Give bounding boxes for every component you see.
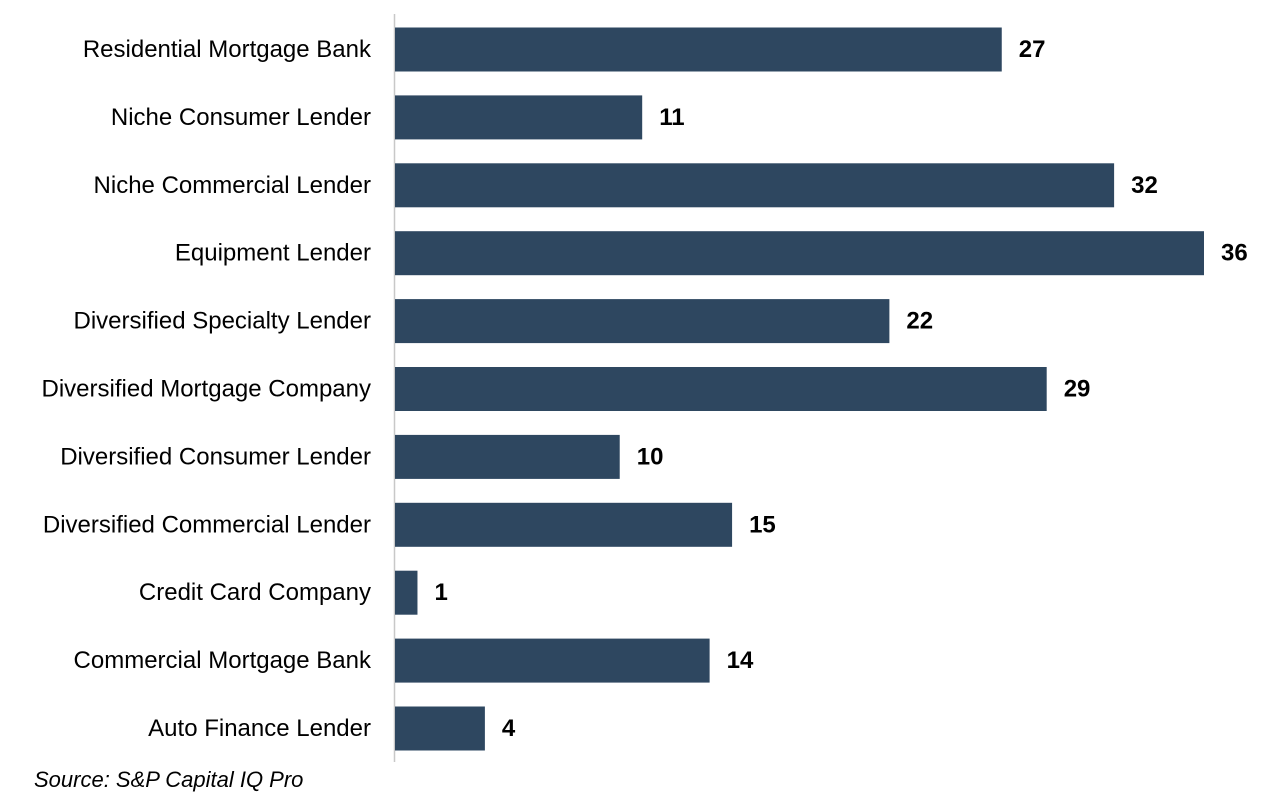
category-label: Diversified Commercial Lender (43, 511, 371, 538)
data-label: 22 (906, 308, 933, 335)
bar (395, 706, 485, 751)
bar (395, 367, 1047, 411)
bar (395, 502, 733, 547)
category-label: Diversified Mortgage Company (42, 376, 371, 403)
category-label: Diversified Specialty Lender (74, 308, 371, 335)
category-label: Auto Finance Lender (148, 715, 371, 742)
data-label: 15 (749, 511, 776, 538)
category-label: Residential Mortgage Bank (83, 36, 372, 63)
bar (395, 434, 620, 479)
data-label: 14 (727, 647, 754, 674)
category-label: Diversified Consumer Lender (60, 443, 371, 470)
category-label: Equipment Lender (175, 240, 371, 267)
bar (395, 570, 418, 615)
bar (395, 27, 1002, 72)
data-label: 10 (637, 443, 664, 470)
bar (395, 638, 710, 683)
bar (395, 231, 1204, 276)
bar (395, 299, 890, 344)
data-label: 4 (502, 715, 516, 742)
data-label: 36 (1221, 240, 1248, 267)
category-label: Commercial Mortgage Bank (74, 647, 372, 674)
category-label: Niche Consumer Lender (111, 104, 371, 131)
data-label: 27 (1019, 36, 1046, 63)
data-label: 1 (434, 579, 447, 606)
bar (395, 95, 643, 140)
source-note: Source: S&P Capital IQ Pro (34, 767, 304, 792)
data-label: 32 (1131, 172, 1158, 199)
data-label: 29 (1064, 376, 1091, 403)
data-label: 11 (659, 104, 684, 131)
bar (395, 163, 1115, 208)
category-label: Niche Commercial Lender (94, 172, 371, 199)
category-label: Credit Card Company (139, 579, 371, 606)
